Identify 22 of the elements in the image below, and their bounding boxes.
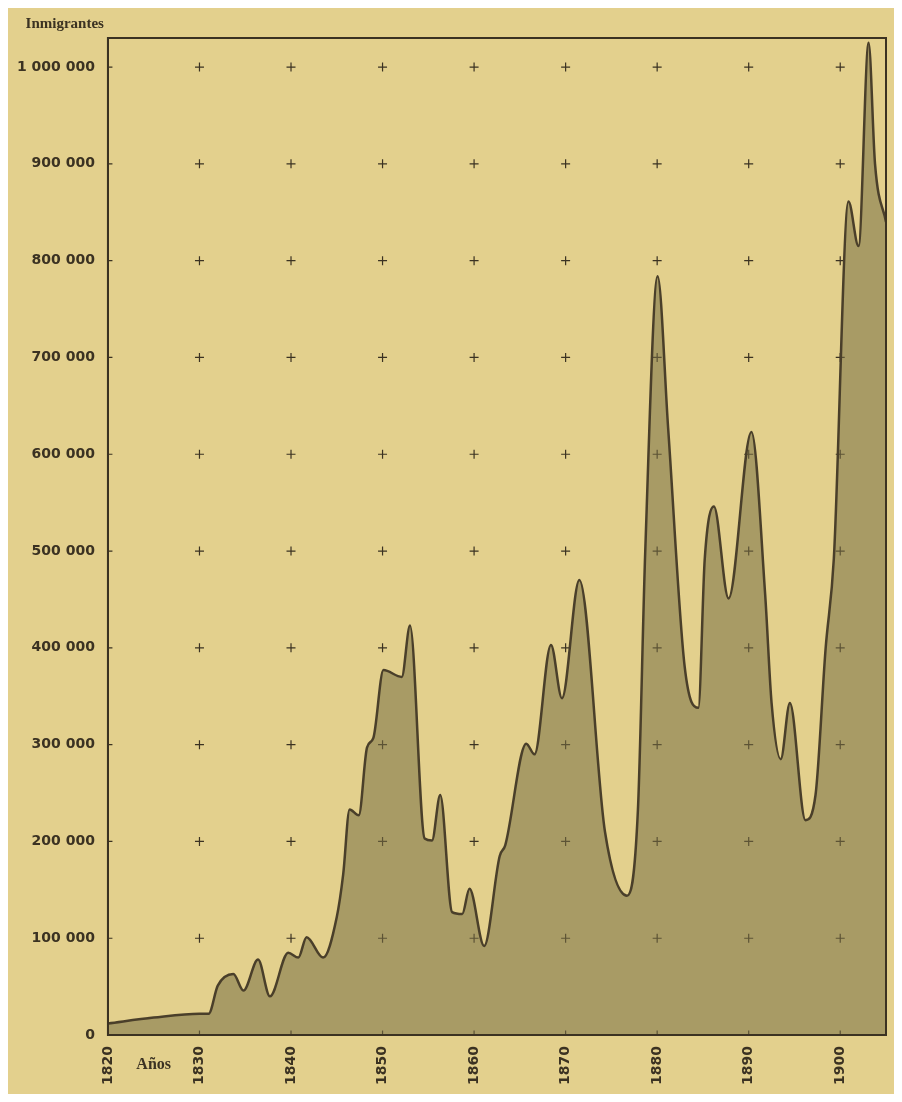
y-tick-label: 600 000 [31, 444, 96, 461]
y-axis-title: Inmigrantes [25, 15, 105, 32]
x-tick-label: 1900 [830, 1045, 847, 1085]
y-tick-label: 0 [85, 1025, 96, 1042]
y-tick-label: 100 000 [31, 928, 96, 945]
y-tick-label: 400 000 [31, 638, 96, 655]
x-tick-label: 1830 [190, 1045, 207, 1085]
x-tick-label: 1890 [739, 1045, 756, 1085]
x-tick-label: 1850 [373, 1045, 390, 1085]
y-tick-label: 500 000 [31, 541, 96, 558]
x-axis-title: Años [136, 1055, 172, 1073]
y-tick-label: 1 000 000 [17, 57, 96, 74]
x-tick-label: 1870 [556, 1045, 573, 1085]
y-tick-label: 700 000 [31, 348, 96, 365]
x-tick-label: 1840 [281, 1045, 298, 1085]
x-tick-label: 1860 [464, 1045, 481, 1085]
x-tick-label: 1880 [647, 1045, 664, 1085]
y-tick-label: 900 000 [31, 154, 96, 171]
x-tick-label: 1820 [98, 1045, 115, 1085]
y-tick-label: 200 000 [31, 832, 96, 849]
y-tick-label: 300 000 [31, 735, 96, 752]
y-tick-label: 800 000 [31, 251, 96, 268]
